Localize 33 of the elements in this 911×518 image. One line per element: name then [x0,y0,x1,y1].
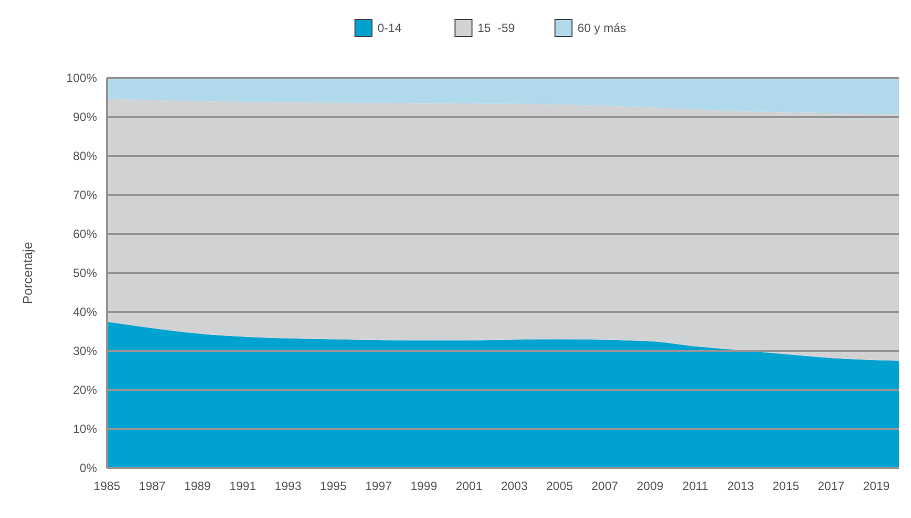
y-tick-label: 90% [72,110,98,124]
x-tick-label: 1997 [365,479,392,493]
x-tick-label: 2005 [546,479,574,493]
x-tick-label: 2011 [682,479,709,493]
x-tick-label: 2019 [863,479,890,493]
legend-label: 0-14 [378,21,402,36]
x-tick-label: 1985 [94,479,121,493]
legend-label: 60 y más [578,21,626,36]
y-tick-label: 70% [72,188,98,202]
y-axis-title: Porcentaje [20,242,35,304]
y-tick-label: 50% [72,266,98,280]
y-tick-label: 0% [80,461,98,476]
x-tick-label: 2001 [456,479,483,493]
x-tick-label: 2015 [772,479,800,493]
x-tick-label: 2013 [727,479,754,493]
x-tick-label: 2017 [818,479,845,493]
y-tick-label: 30% [72,344,98,358]
y-tick-label: 60% [72,227,98,242]
y-tick-label: 80% [72,149,98,164]
legend-label: 15 -59 [478,21,516,36]
x-tick-label: 2007 [591,479,618,493]
x-tick-label: 1999 [410,479,438,493]
x-tick-label: 2003 [500,479,528,493]
y-tick-label: 100% [66,71,98,86]
x-tick-label: 1987 [138,479,166,493]
y-tick-label: 40% [72,305,98,320]
x-tick-label: 1995 [320,479,347,493]
x-tick-label: 1989 [184,479,212,493]
x-tick-label: 2009 [636,479,664,493]
y-tick-label: 20% [72,383,98,398]
x-tick-label: 1991 [229,479,256,493]
y-tick-label: 10% [72,422,98,436]
x-tick-label: 1993 [274,479,302,493]
